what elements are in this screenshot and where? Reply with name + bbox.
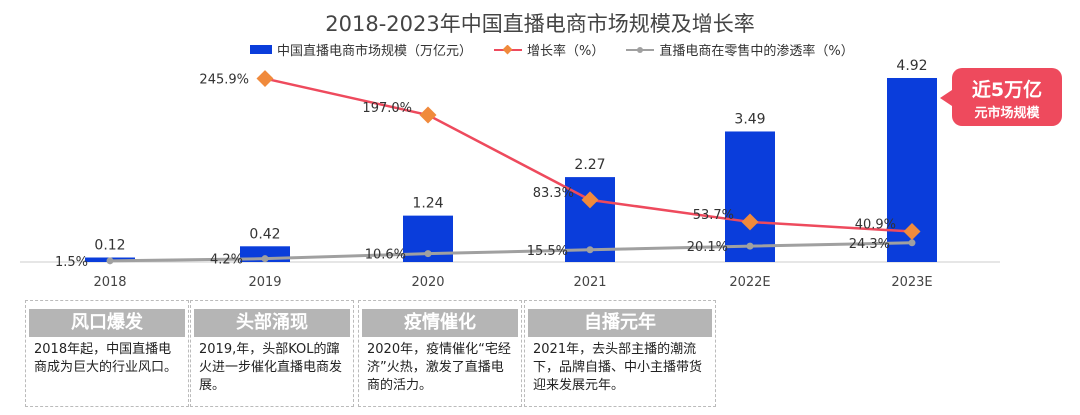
penetration-label: 15.5%	[527, 244, 568, 259]
x-tick-label: 2020	[411, 275, 444, 290]
card-text: 2020年，疫情催化“宅经济”火热，激发了直播电商的活力。	[367, 342, 511, 393]
penetration-label: 10.6%	[365, 248, 406, 263]
legend-growth-swatch	[494, 44, 523, 54]
x-tick-label: 2022E	[729, 275, 770, 290]
x-tick-label: 2021	[573, 275, 606, 290]
legend-growth: 增长率（%）	[494, 40, 604, 59]
growth-label: 40.9%	[855, 217, 896, 232]
bar-label: 4.92	[896, 58, 927, 74]
legend-bar: 中国直播电商市场规模（万亿元）	[250, 40, 472, 59]
bar-label: 0.42	[249, 226, 280, 242]
penetration-point	[424, 250, 432, 258]
card-title: 头部涌现	[194, 309, 350, 337]
chart-title: 2018-2023年中国直播电商市场规模及增长率	[325, 12, 755, 36]
growth-point	[741, 213, 759, 231]
growth-label: 197.0%	[362, 101, 412, 116]
card-2021: 自播元年 2021年，去头部主播的潮流下，品牌自播、中小主播带货迎来发展元年。	[524, 300, 716, 407]
legend-penetration: 直播电商在零售中的渗透率（%）	[626, 40, 854, 59]
growth-point	[903, 223, 921, 240]
bar	[725, 131, 775, 262]
growth-label: 53.7%	[693, 208, 734, 223]
card-title: 风口爆发	[29, 309, 185, 337]
penetration-label: 1.5%	[55, 255, 88, 270]
penetration-point	[106, 257, 114, 265]
penetration-point	[586, 246, 594, 254]
x-tick-label: 2019	[248, 275, 281, 290]
x-tick-label: 2018	[93, 275, 126, 290]
growth-point	[581, 191, 599, 209]
bar-label: 1.24	[412, 196, 443, 212]
penetration-point	[908, 239, 916, 247]
legend-penetration-swatch	[626, 46, 655, 53]
bar-label: 3.49	[734, 111, 765, 127]
penetration-point	[746, 242, 754, 250]
growth-point	[256, 70, 274, 88]
penetration-label: 20.1%	[687, 240, 728, 255]
callout-line2: 元市场规模	[974, 106, 1040, 121]
card-title: 疫情催化	[362, 309, 518, 337]
plot-area: 0.12 2018 0.42 2019 1.24 2020 2.27 2021 3.49 2022…	[20, 58, 1000, 290]
card-text: 2021年，去头部主播的潮流下，品牌自播、中小主播带货迎来发展元年。	[533, 342, 703, 393]
legend-label: 直播电商在零售中的渗透率（%）	[659, 44, 854, 59]
bar-label: 0.12	[94, 238, 125, 254]
legend: 中国直播电商市场规模（万亿元） 增长率（%） 直播电商在零售中的渗透率（%）	[250, 40, 854, 59]
penetration-label: 24.3%	[849, 237, 890, 252]
growth-label: 245.9%	[199, 73, 249, 88]
penetration-label: 4.2%	[210, 253, 243, 268]
callout: 近5万亿 元市场规模	[940, 68, 1062, 126]
card-2019: 头部涌现 2019,年，头部KOL的蹿火进一步催化直播电商发展。	[190, 300, 354, 407]
x-tick-label: 2023E	[891, 275, 932, 290]
legend-label: 增长率（%）	[527, 44, 605, 59]
legend-bar-swatch	[250, 45, 272, 54]
penetration-line	[109, 241, 913, 263]
penetration-point	[261, 255, 269, 263]
card-2018: 风口爆发 2018年起，中国直播电商成为巨大的行业风口。	[25, 300, 189, 407]
card-text: 2018年起，中国直播电商成为巨大的行业风口。	[34, 342, 178, 375]
callout-line1: 近5万亿	[971, 79, 1043, 101]
card-title: 自播元年	[528, 309, 712, 337]
growth-point	[419, 106, 437, 124]
card-2020: 疫情催化 2020年，疫情催化“宅经济”火热，激发了直播电商的活力。	[358, 300, 522, 407]
growth-label: 83.3%	[533, 186, 574, 201]
legend-label: 中国直播电商市场规模（万亿元）	[277, 44, 473, 59]
bar-label: 2.27	[574, 157, 605, 173]
card-text: 2019,年，头部KOL的蹿火进一步催化直播电商发展。	[199, 342, 343, 393]
